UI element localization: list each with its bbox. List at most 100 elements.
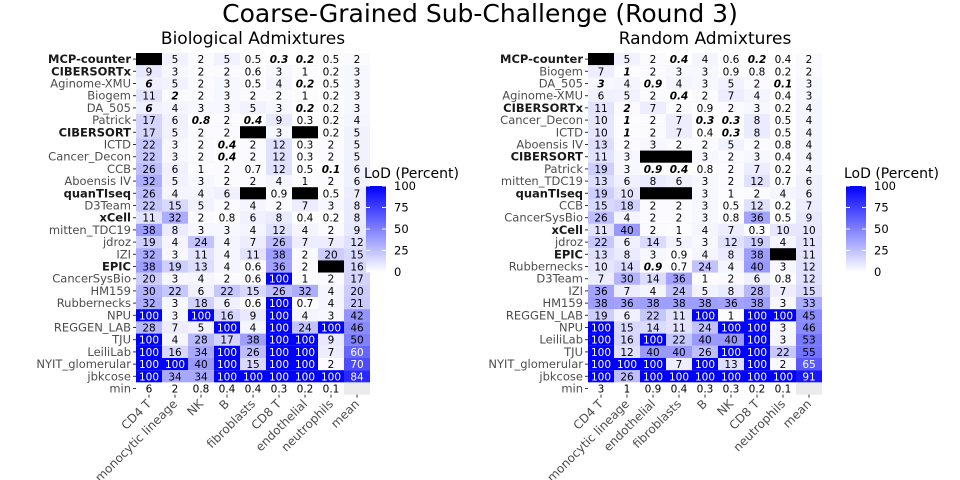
cell-value-label: 17 [142, 115, 155, 127]
heatmap-cell [770, 150, 796, 163]
heatmap-cell [796, 114, 822, 127]
cell-value-label: 2 [676, 201, 683, 213]
cell-value-label: 8 [650, 176, 657, 188]
cell-value-label: 4 [806, 103, 813, 115]
cell-value-label: 3 [172, 152, 179, 164]
y-tick-label: Cancer_Decon [48, 150, 131, 164]
y-tick-label: NPU [559, 321, 583, 335]
cell-value-label: 1 [302, 66, 309, 78]
cell-value-label: 100 [721, 371, 741, 383]
y-tick-label: D3Team [536, 272, 583, 286]
heatmap-cell [344, 126, 370, 139]
heatmap-cell [214, 89, 240, 102]
heatmap-cell [292, 321, 318, 334]
heatmap-cell [318, 65, 344, 78]
heatmap-cell [188, 114, 214, 127]
heatmap-cell [318, 162, 344, 175]
heatmap-cell [796, 211, 822, 224]
heatmap-cell [162, 223, 188, 236]
cell-value-label: 5 [354, 140, 361, 152]
heatmap-cell [188, 223, 214, 236]
cell-value-label: 1 [702, 274, 709, 286]
cell-value-label: 7 [302, 201, 309, 213]
heatmap-cell [718, 223, 744, 236]
cell-value-label: 3 [172, 140, 179, 152]
heatmap-cell [588, 284, 614, 297]
cell-value-label: 8 [728, 286, 735, 298]
cell-value-label: 2 [650, 91, 657, 103]
heatmap-cell [718, 53, 744, 66]
heatmap-cell [692, 199, 718, 212]
y-tick-label: IZI [568, 284, 583, 298]
cell-value-label: 42 [350, 310, 363, 322]
heatmap-cell [718, 150, 744, 163]
heatmap-cell [692, 370, 718, 383]
cell-value-label: 3 [702, 188, 709, 200]
cell-value-label: 7 [302, 237, 309, 249]
cell-value-label: 36 [750, 213, 764, 225]
heatmap-cell [692, 223, 718, 236]
heatmap-cell [796, 77, 822, 90]
cell-value-label: 2 [224, 164, 231, 176]
cell-value-label: 2 [650, 127, 657, 139]
cell-value-label: 100 [695, 359, 715, 371]
heatmap-cell [614, 272, 640, 285]
heatmap-cell [744, 162, 770, 175]
heatmap-cell [318, 284, 344, 297]
heatmap-cell [188, 358, 214, 371]
heatmap-cell [136, 309, 162, 322]
heatmap-cell [796, 272, 822, 285]
cell-value-label: 2 [198, 79, 205, 91]
heatmap-cell [588, 89, 614, 102]
heatmap-cell [692, 138, 718, 151]
heatmap-cell [292, 272, 318, 285]
heatmap-cell [588, 65, 614, 78]
heatmap-cell [136, 358, 162, 371]
cell-value-label: 100 [269, 371, 289, 383]
heatmap-cell [588, 126, 614, 139]
cell-value-label: 32 [142, 298, 155, 310]
cell-value-label: 22 [776, 347, 789, 359]
heatmap-cell [162, 187, 188, 200]
heatmap-cell [266, 297, 292, 310]
heatmap-cell [744, 65, 770, 78]
cell-value-label: 3 [702, 176, 709, 188]
heatmap-cell [162, 236, 188, 249]
cell-value-label: 0.2 [296, 79, 315, 91]
cell-value-label: 20 [350, 286, 363, 298]
cell-value-label: 13 [594, 176, 607, 188]
cell-value-label: 5 [354, 127, 361, 139]
heatmap-cell [666, 248, 692, 261]
heatmap-cell [266, 333, 292, 346]
cell-value-label: 2 [198, 213, 205, 225]
cell-value-label: 8 [276, 213, 283, 225]
heatmap-cell [318, 211, 344, 224]
heatmap-cell [136, 321, 162, 334]
heatmap-cell [666, 89, 692, 102]
heatmap-cell [718, 297, 744, 310]
heatmap-cell [718, 89, 744, 102]
cell-value-label: 33 [802, 298, 815, 310]
cell-value-label: 1 [624, 384, 631, 396]
cell-value-label: 100 [295, 347, 315, 359]
cell-value-label: 15 [802, 286, 815, 298]
cell-value-label: 0.8 [775, 274, 792, 286]
heatmap-cell [666, 284, 692, 297]
heatmap-cell [162, 321, 188, 334]
cell-value-label: 1 [676, 225, 683, 237]
y-tick-label: MCP-counter [500, 52, 583, 66]
cell-value-label: 22 [220, 286, 233, 298]
heatmap-cell [240, 175, 266, 188]
heatmap-cell [640, 138, 666, 151]
heatmap-cell [770, 126, 796, 139]
cell-value-label: 1 [728, 310, 735, 322]
heatmap-cell [344, 321, 370, 334]
heatmap-cell [588, 150, 614, 163]
cell-value-label: 32 [168, 213, 181, 225]
cell-value-label: 0.5 [245, 54, 262, 66]
heatmap-cell [214, 382, 240, 395]
heatmap-cell [692, 175, 718, 188]
y-tick-label: min [109, 382, 131, 396]
heatmap-cell [318, 126, 344, 139]
cell-value-label: 12 [620, 347, 633, 359]
